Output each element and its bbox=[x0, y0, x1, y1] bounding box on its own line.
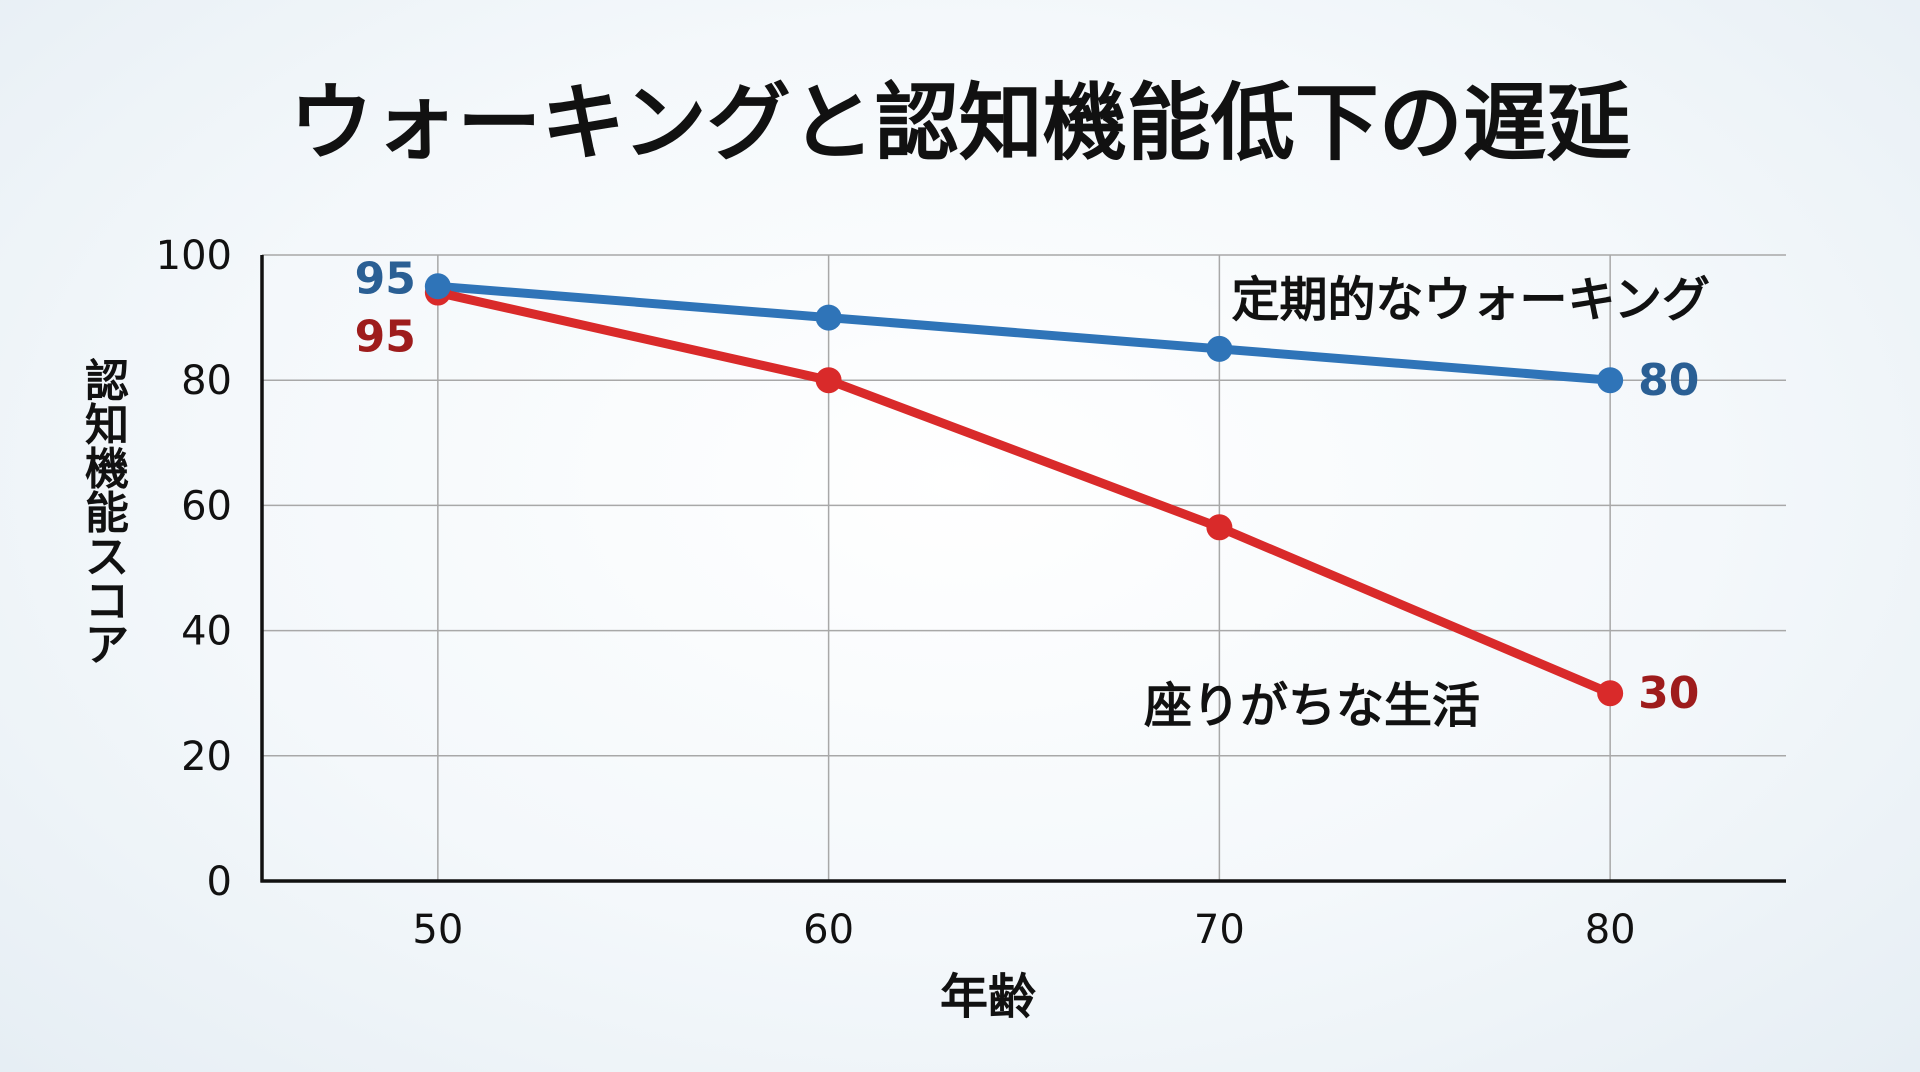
x-tick-label: 70 bbox=[1194, 907, 1245, 953]
y-axis-label-char: ス bbox=[85, 532, 129, 583]
x-tick-label: 50 bbox=[412, 907, 463, 953]
y-tick-label: 40 bbox=[181, 609, 232, 655]
data-point-0 bbox=[1597, 367, 1624, 394]
data-point-0 bbox=[424, 273, 451, 300]
y-tick-label: 20 bbox=[181, 734, 232, 780]
y-tick-label: 100 bbox=[156, 233, 232, 279]
data-point-0 bbox=[1206, 335, 1233, 362]
axes bbox=[260, 255, 1786, 883]
series-name-0: 定期的なウォーキング bbox=[1231, 272, 1710, 328]
series-name-1: 座りがちな生活 bbox=[1144, 678, 1480, 734]
chart-title: ウォーキングと認知機能低下の遅延 bbox=[289, 74, 1630, 172]
x-axis-label: 年齢 bbox=[940, 969, 1036, 1025]
data-point-0 bbox=[815, 304, 842, 331]
y-tick-label: 80 bbox=[181, 358, 232, 404]
data-point-1 bbox=[1597, 680, 1624, 707]
x-tick-label: 60 bbox=[803, 907, 854, 953]
y-axis-label-char: ア bbox=[85, 620, 129, 671]
data-label-end-0: 80 bbox=[1638, 355, 1699, 406]
y-axis-label-char: 機 bbox=[85, 444, 129, 495]
data-label-start-1: 95 bbox=[355, 312, 416, 363]
data-point-1 bbox=[1206, 514, 1233, 541]
data-label-end-1: 30 bbox=[1638, 668, 1699, 719]
series-line-0 bbox=[433, 281, 1615, 385]
y-tick-label: 0 bbox=[207, 859, 232, 905]
data-label-start-0: 95 bbox=[355, 253, 416, 304]
y-axis-label-char: 知 bbox=[85, 400, 129, 451]
grid-lines bbox=[262, 254, 1786, 881]
data-point-1 bbox=[815, 367, 842, 394]
x-tick-label: 80 bbox=[1585, 907, 1636, 953]
y-axis-label-char: コ bbox=[85, 576, 129, 627]
series-line-1 bbox=[433, 288, 1615, 698]
y-axis-label-char: 能 bbox=[85, 488, 129, 539]
tick-labels: 0 20 40 60 80 100 50 60 70 80 bbox=[156, 233, 1636, 953]
series-lines bbox=[433, 281, 1615, 698]
data-points bbox=[424, 273, 1624, 707]
y-axis-label-char: 認 bbox=[85, 356, 129, 407]
y-tick-label: 60 bbox=[181, 483, 232, 529]
